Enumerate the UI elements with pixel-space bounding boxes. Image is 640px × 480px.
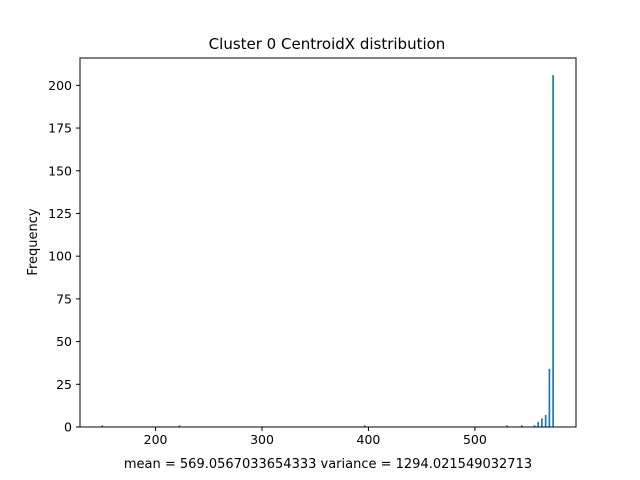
histogram-bar — [533, 425, 536, 427]
histogram-bar — [520, 425, 523, 427]
y-tick-label: 175 — [48, 121, 72, 136]
y-tick-label: 75 — [56, 291, 72, 306]
histogram-bar — [505, 425, 508, 427]
x-axis-ticks: 200 300 400 500 — [144, 427, 487, 447]
chart-title: Cluster 0 CentroidX distribution — [209, 35, 446, 53]
histogram-bar — [544, 415, 547, 427]
histogram-bar — [363, 425, 366, 427]
y-tick-label: 25 — [56, 377, 72, 392]
histogram-bar — [101, 425, 104, 427]
plot-area-frame — [79, 57, 577, 428]
histogram-bar — [541, 418, 543, 427]
bar-group — [101, 75, 554, 428]
x-tick-label: 400 — [357, 432, 381, 447]
y-axis-ticks: 0 25 50 75 100 125 150 175 200 — [48, 78, 80, 435]
x-axis-label: mean = 569.0567033654333 variance = 1294… — [124, 457, 532, 472]
histogram-bar — [548, 368, 551, 427]
x-tick-label: 500 — [463, 432, 487, 447]
y-tick-label: 50 — [56, 334, 72, 349]
x-tick-label: 300 — [250, 432, 274, 447]
y-tick-label: 200 — [48, 78, 72, 93]
y-tick-label: 125 — [48, 206, 72, 221]
y-axis-label: Frequency — [26, 208, 41, 275]
histogram-bar — [552, 75, 554, 427]
y-tick-label: 0 — [64, 420, 72, 435]
y-tick-label: 100 — [48, 249, 72, 264]
y-tick-label: 150 — [48, 163, 72, 178]
histogram-bar — [178, 425, 181, 427]
histogram-bar — [537, 421, 540, 428]
x-tick-label: 200 — [144, 432, 168, 447]
